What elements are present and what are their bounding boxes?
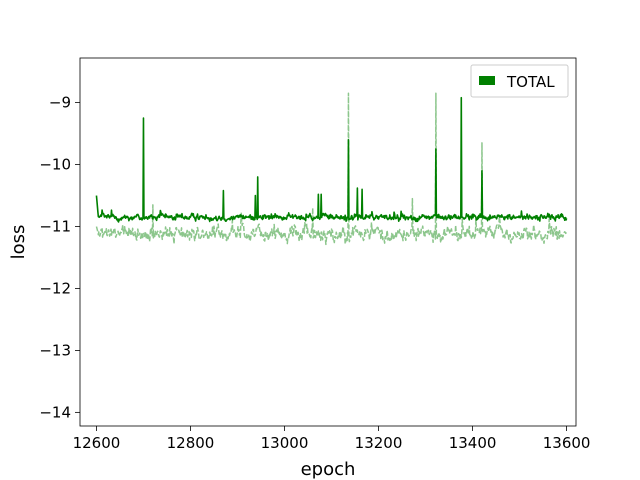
x-axis-label: epoch [301,459,356,480]
series-line-total-validation [95,92,567,246]
plot-area [95,92,568,246]
x-tick-label: 12800 [167,434,215,452]
axes-frame [79,57,577,427]
y-tick-label: −10 [39,156,71,174]
y-tick-label: −13 [39,341,71,359]
x-tick-label: 12600 [73,434,121,452]
y-axis-label: loss [8,225,29,260]
y-axis: −14 −13 −12 −11 −10 −9 [39,94,80,421]
legend: TOTAL [470,64,569,98]
y-tick-label: −14 [39,403,71,421]
x-axis: 12600 12800 13000 13200 13400 13600 [73,426,591,452]
legend-swatch-total [479,76,495,85]
x-tick-label: 13200 [355,434,403,452]
x-tick-label: 13400 [449,434,497,452]
series-line-total [95,96,568,223]
x-tick-label: 13000 [261,434,309,452]
x-tick-label: 13600 [543,434,591,452]
y-tick-label: −12 [39,279,71,297]
legend-label-total: TOTAL [506,73,555,91]
legend-box [470,64,569,98]
y-tick-label: −9 [49,94,71,112]
y-tick-label: −11 [39,218,71,236]
